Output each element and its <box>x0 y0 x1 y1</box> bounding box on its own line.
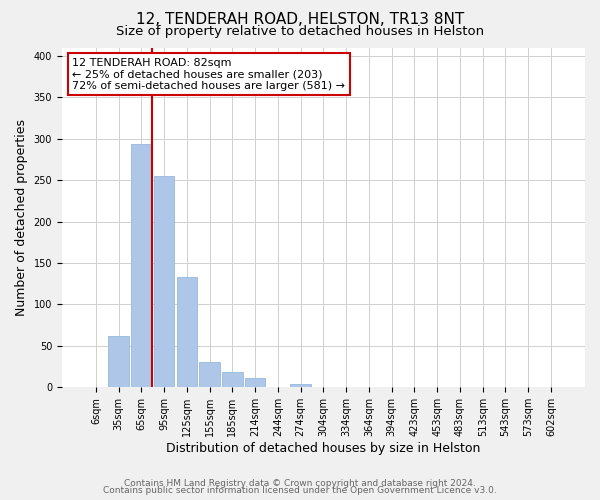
Bar <box>199 362 220 388</box>
Bar <box>245 378 265 388</box>
Text: Size of property relative to detached houses in Helston: Size of property relative to detached ho… <box>116 25 484 38</box>
X-axis label: Distribution of detached houses by size in Helston: Distribution of detached houses by size … <box>166 442 481 455</box>
Text: Contains HM Land Registry data © Crown copyright and database right 2024.: Contains HM Land Registry data © Crown c… <box>124 478 476 488</box>
Bar <box>176 277 197 388</box>
Y-axis label: Number of detached properties: Number of detached properties <box>15 119 28 316</box>
Bar <box>450 386 470 388</box>
Text: 12, TENDERAH ROAD, HELSTON, TR13 8NT: 12, TENDERAH ROAD, HELSTON, TR13 8NT <box>136 12 464 28</box>
Bar <box>109 336 129 388</box>
Bar <box>290 384 311 388</box>
Bar <box>131 144 152 388</box>
Text: 12 TENDERAH ROAD: 82sqm
← 25% of detached houses are smaller (203)
72% of semi-d: 12 TENDERAH ROAD: 82sqm ← 25% of detache… <box>73 58 346 91</box>
Text: Contains public sector information licensed under the Open Government Licence v3: Contains public sector information licen… <box>103 486 497 495</box>
Bar <box>222 372 242 388</box>
Bar <box>154 176 175 388</box>
